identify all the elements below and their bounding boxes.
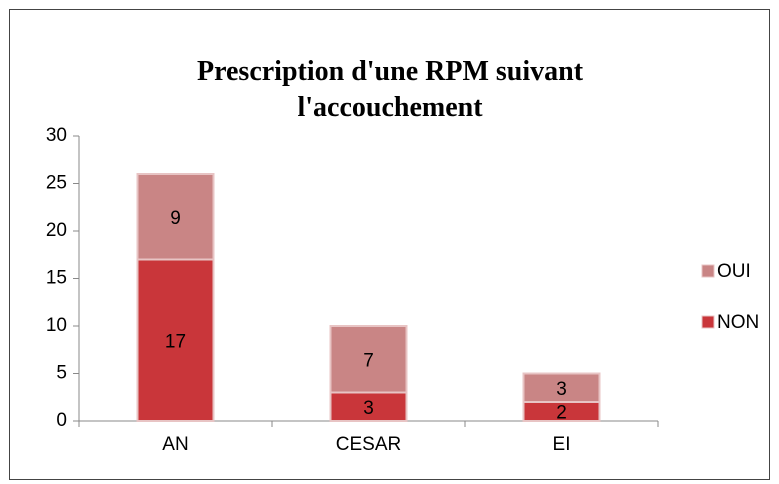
y-tick-label: 20 — [46, 220, 67, 241]
data-label: 17 — [165, 331, 186, 352]
legend-swatch — [701, 315, 715, 329]
y-tick-label: 25 — [46, 173, 67, 194]
y-tick-label: 15 — [46, 268, 67, 289]
data-label: 3 — [363, 398, 374, 419]
bar-segment — [329, 325, 408, 394]
legend-swatch — [701, 264, 715, 278]
bar-segment — [522, 372, 601, 403]
data-label: 7 — [363, 350, 374, 371]
data-label: 2 — [556, 403, 567, 424]
data-label: 3 — [556, 379, 567, 400]
x-tick-label: EI — [553, 434, 571, 455]
legend-label: OUI — [717, 261, 751, 282]
y-tick-label: 5 — [56, 363, 67, 384]
y-tick-label: 30 — [46, 125, 67, 146]
x-tick-label: CESAR — [336, 434, 401, 455]
bar-segment — [329, 391, 408, 422]
chart-border — [9, 9, 770, 480]
y-tick-label: 0 — [56, 410, 67, 431]
chart-title: Prescription d'une RPM suivant l'accouch… — [196, 56, 584, 123]
legend-label: NON — [717, 312, 759, 333]
x-tick-label: AN — [162, 434, 188, 455]
data-label: 9 — [170, 208, 181, 229]
bar-segment — [136, 173, 215, 261]
y-tick-label: 10 — [46, 315, 67, 336]
